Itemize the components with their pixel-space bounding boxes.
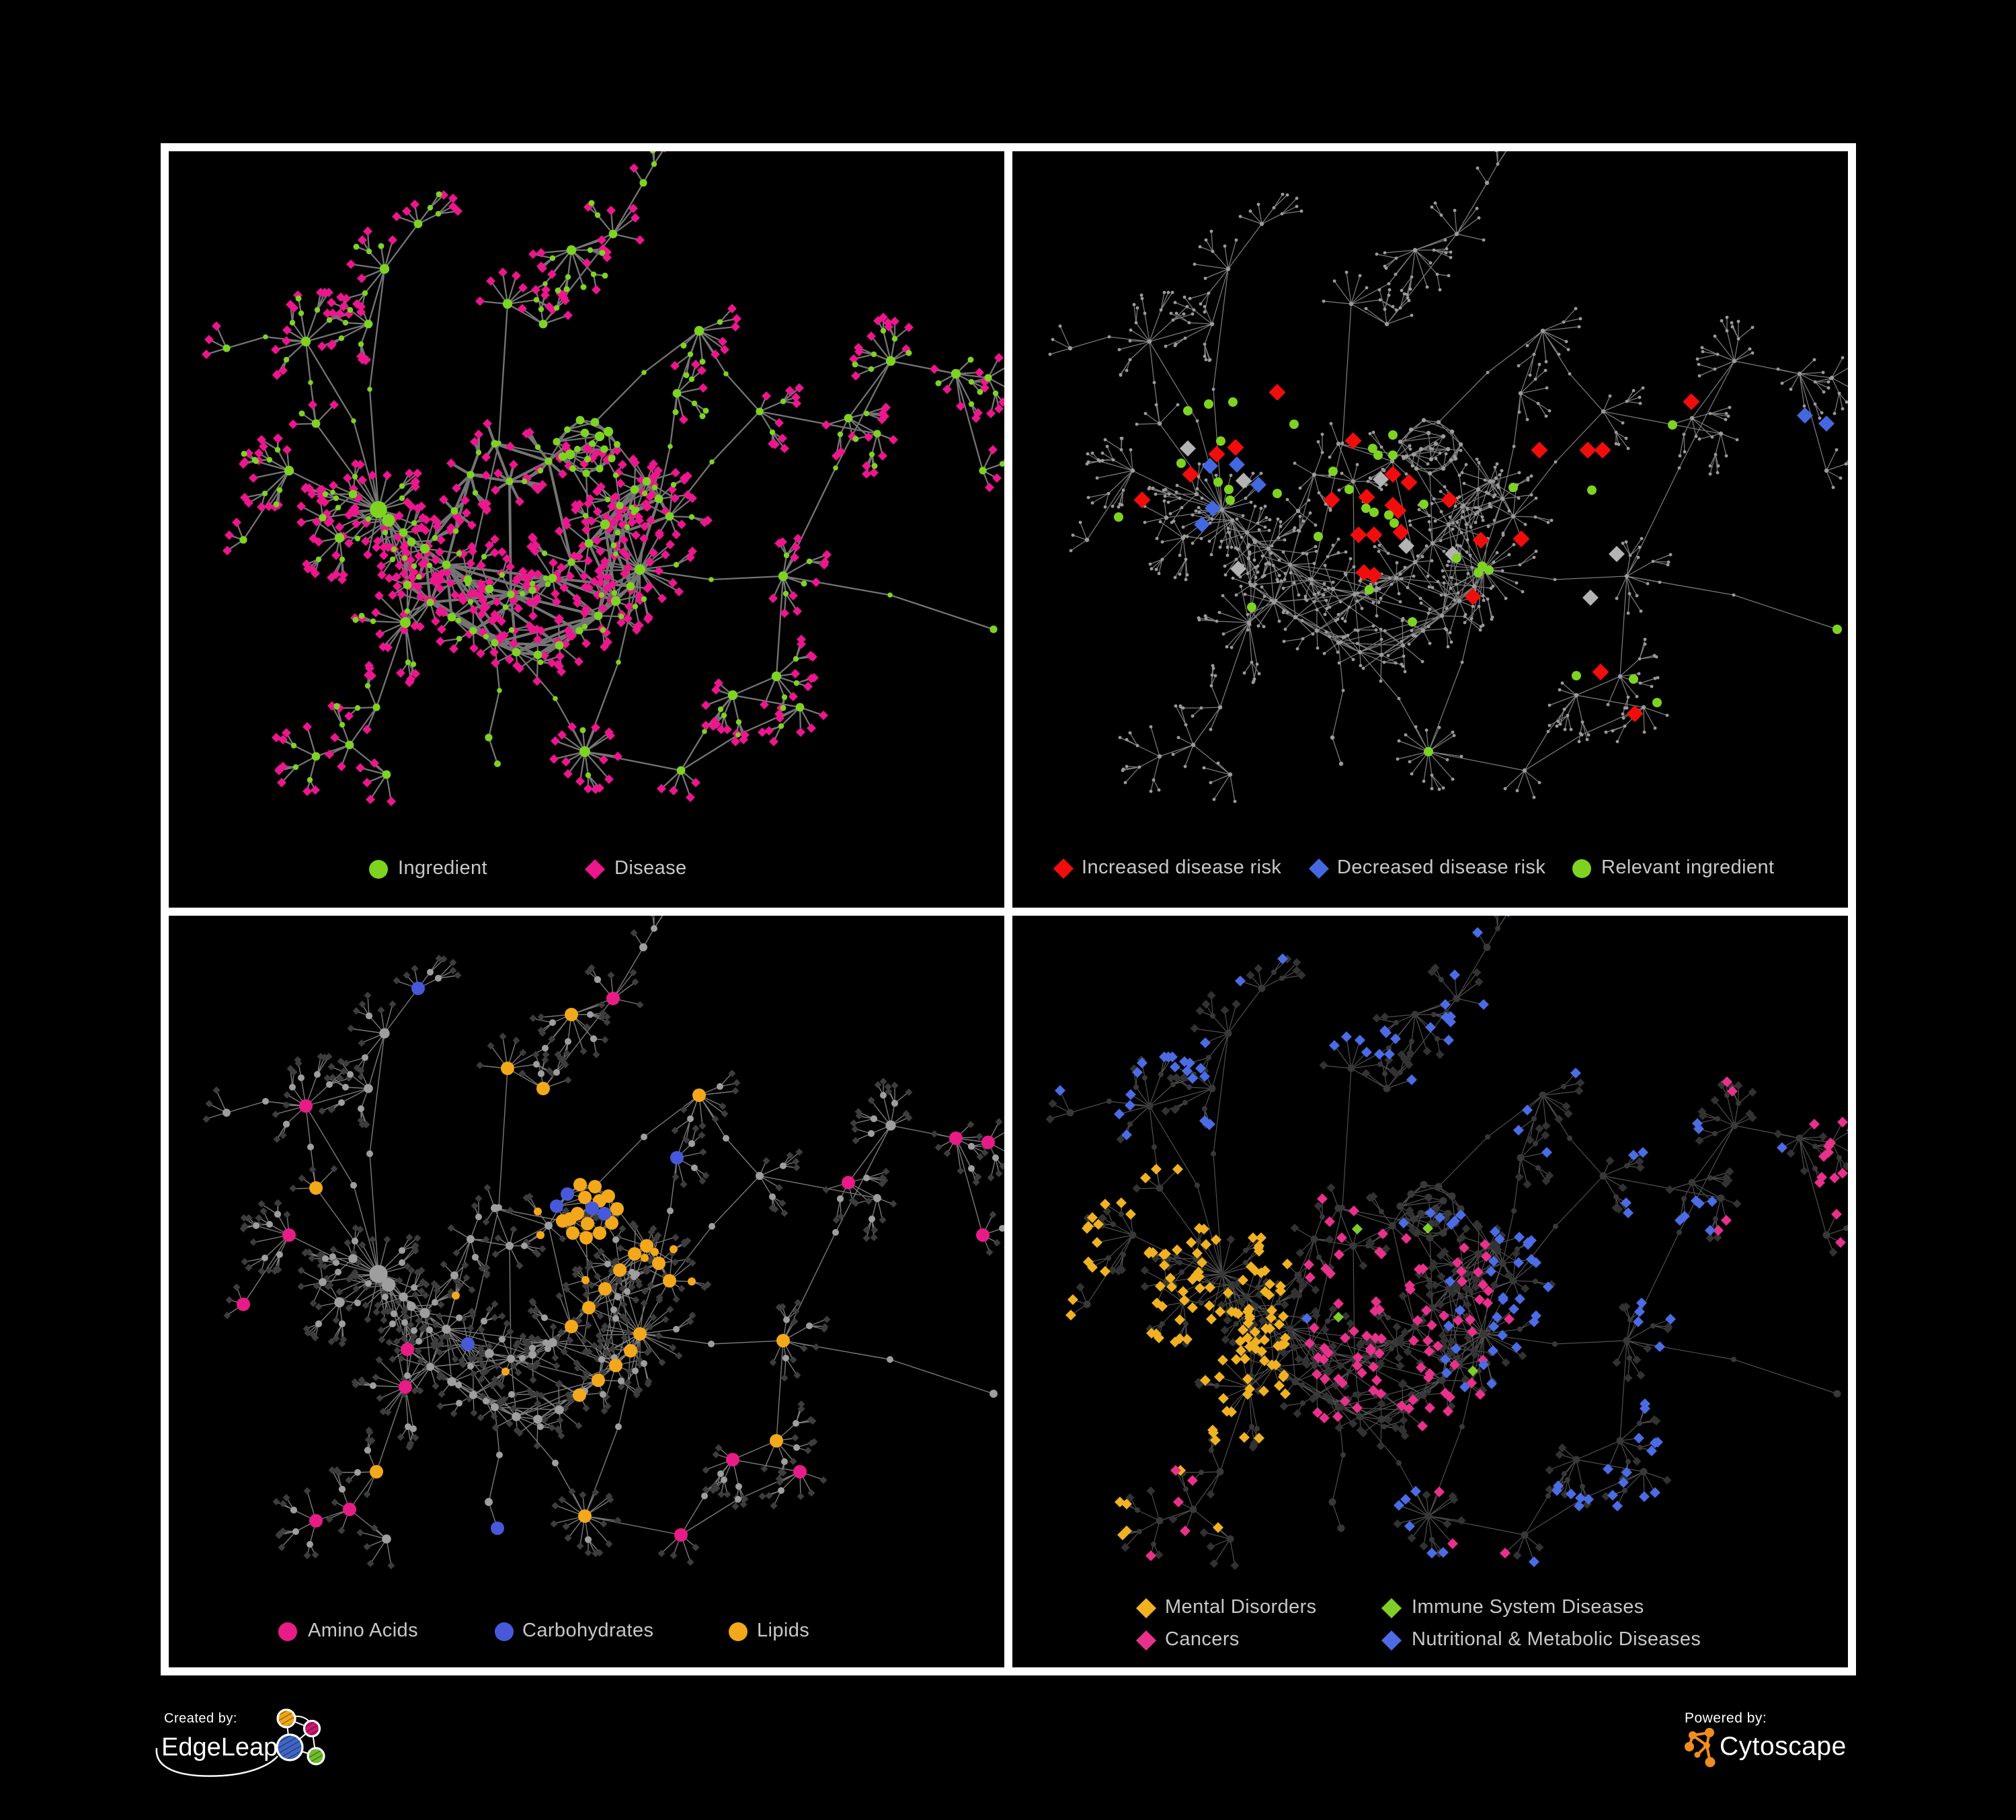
svg-text:Powered by:: Powered by: (1685, 1710, 1767, 1726)
svg-text:EdgeLeap: EdgeLeap (161, 1733, 278, 1762)
svg-text:Cytoscape: Cytoscape (1720, 1732, 1847, 1761)
svg-text:Created by:: Created by: (164, 1711, 237, 1726)
